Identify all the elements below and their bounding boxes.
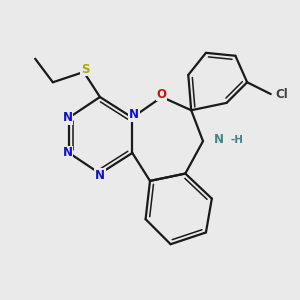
Text: S: S <box>81 62 89 76</box>
Text: Cl: Cl <box>275 88 288 100</box>
Text: N: N <box>95 169 105 182</box>
Text: N: N <box>63 146 73 159</box>
Text: -H: -H <box>231 135 244 145</box>
Text: N: N <box>129 108 139 121</box>
Text: N: N <box>63 111 73 124</box>
Text: O: O <box>157 88 167 100</box>
Text: N: N <box>214 133 224 146</box>
